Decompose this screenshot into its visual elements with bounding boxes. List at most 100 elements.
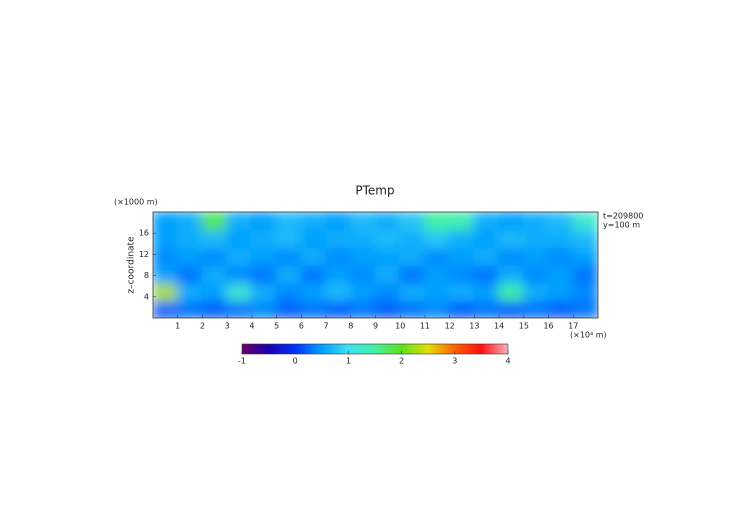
heatmap-cell — [250, 212, 278, 231]
heatmap-cell — [399, 246, 426, 266]
heatmap-cell — [423, 264, 451, 284]
heatmap-cell — [498, 299, 525, 318]
heatmap-cell — [522, 299, 550, 318]
heatmap-cell — [176, 246, 204, 266]
heatmap-cell — [201, 228, 229, 249]
heatmap-cell — [226, 299, 253, 318]
heatmap-cell — [201, 281, 229, 302]
heatmap-cell — [153, 228, 179, 249]
heatmap-cells — [153, 212, 598, 318]
heatmap-cell — [423, 228, 451, 249]
heatmap-cell — [201, 212, 229, 231]
heatmap-cell — [374, 264, 402, 284]
x-tick-label: 13 — [469, 322, 479, 331]
heatmap-cell — [374, 281, 402, 302]
heatmap-cell — [572, 228, 598, 249]
x-tick-label: 15 — [519, 322, 529, 331]
x-tick-label: 16 — [543, 322, 553, 331]
heatmap-cell — [473, 212, 501, 231]
heatmap-cell — [473, 246, 501, 266]
x-tick-label: 8 — [348, 322, 353, 331]
heatmap-cell — [300, 281, 328, 302]
y-tick-label: 4 — [144, 292, 149, 301]
heatmap-cell — [300, 228, 328, 249]
heatmap-cell — [201, 264, 229, 284]
heatmap-cell — [399, 212, 426, 231]
heatmap-cell — [498, 264, 525, 284]
heatmap-cell — [153, 281, 179, 302]
heatmap-cell — [349, 212, 377, 231]
heatmap-cell — [399, 281, 426, 302]
annotation: y=100 m — [603, 221, 640, 230]
colorbar-tick-label: 2 — [399, 357, 404, 366]
heatmap-cell — [448, 246, 476, 266]
heatmap-cell — [473, 299, 501, 318]
heatmap-cell — [473, 228, 501, 249]
heatmap-cell — [423, 246, 451, 266]
heatmap-cell — [201, 246, 229, 266]
x-tick-label: 9 — [373, 322, 378, 331]
heatmap-cell — [374, 246, 402, 266]
heatmap-cell — [448, 264, 476, 284]
heatmap-cell — [176, 228, 204, 249]
x-tick-label: 6 — [299, 322, 304, 331]
colorbar-tick-label: 4 — [505, 357, 510, 366]
heatmap-cell — [349, 264, 377, 284]
heatmap-cell — [399, 264, 426, 284]
heatmap-cell — [374, 212, 402, 231]
y-tick-label: 16 — [139, 229, 149, 238]
heatmap-cell — [300, 299, 328, 318]
x-tick-label: 10 — [395, 322, 405, 331]
heatmap-cell — [300, 264, 328, 284]
heatmap-cell — [498, 228, 525, 249]
heatmap-cell — [250, 299, 278, 318]
heatmap-cell — [498, 212, 525, 231]
heatmap-cell — [547, 281, 575, 302]
heatmap-cell — [325, 264, 352, 284]
x-tick-label: 7 — [324, 322, 329, 331]
heatmap-cell — [349, 299, 377, 318]
heatmap-cell — [572, 212, 598, 231]
heatmap-cell — [448, 228, 476, 249]
heatmap-cell — [522, 246, 550, 266]
heatmap-cell — [176, 264, 204, 284]
heatmap-cell — [275, 264, 303, 284]
heatmap-cell — [547, 246, 575, 266]
heatmap-cell — [325, 212, 352, 231]
heatmap-cell — [547, 264, 575, 284]
x-tick-label: 14 — [494, 322, 504, 331]
colorbar — [241, 343, 509, 355]
heatmap-cell — [374, 299, 402, 318]
heatmap-cell — [250, 246, 278, 266]
heatmap-cell — [547, 212, 575, 231]
heatmap-cell — [325, 246, 352, 266]
colorbar-tick-label: -1 — [238, 357, 246, 366]
x-tick-label: 3 — [225, 322, 230, 331]
heatmap-cell — [522, 264, 550, 284]
heatmap-cell — [547, 228, 575, 249]
x-tick-label: 5 — [274, 322, 279, 331]
heatmap-cell — [349, 228, 377, 249]
x-tick-label: 2 — [200, 322, 205, 331]
heatmap-cell — [226, 264, 253, 284]
heatmap-cell — [399, 299, 426, 318]
heatmap-cell — [275, 228, 303, 249]
heatmap-cell — [325, 281, 352, 302]
x-unit-label: (×10⁴ m) — [570, 331, 607, 340]
x-tick-label: 11 — [420, 322, 430, 331]
heatmap-cell — [250, 281, 278, 302]
heatmap-cell — [473, 264, 501, 284]
heatmap-cell — [153, 264, 179, 284]
heatmap-cell — [572, 299, 598, 318]
heatmap-cell — [522, 212, 550, 231]
heatmap-cell — [300, 212, 328, 231]
heatmap-cell — [374, 228, 402, 249]
heatmap-cell — [423, 299, 451, 318]
y-tick-label: 12 — [139, 250, 149, 259]
x-tick-label: 1 — [175, 322, 180, 331]
heatmap-cell — [522, 228, 550, 249]
colorbar-tick-label: 0 — [293, 357, 298, 366]
colorbar-tick-label: 3 — [452, 357, 457, 366]
